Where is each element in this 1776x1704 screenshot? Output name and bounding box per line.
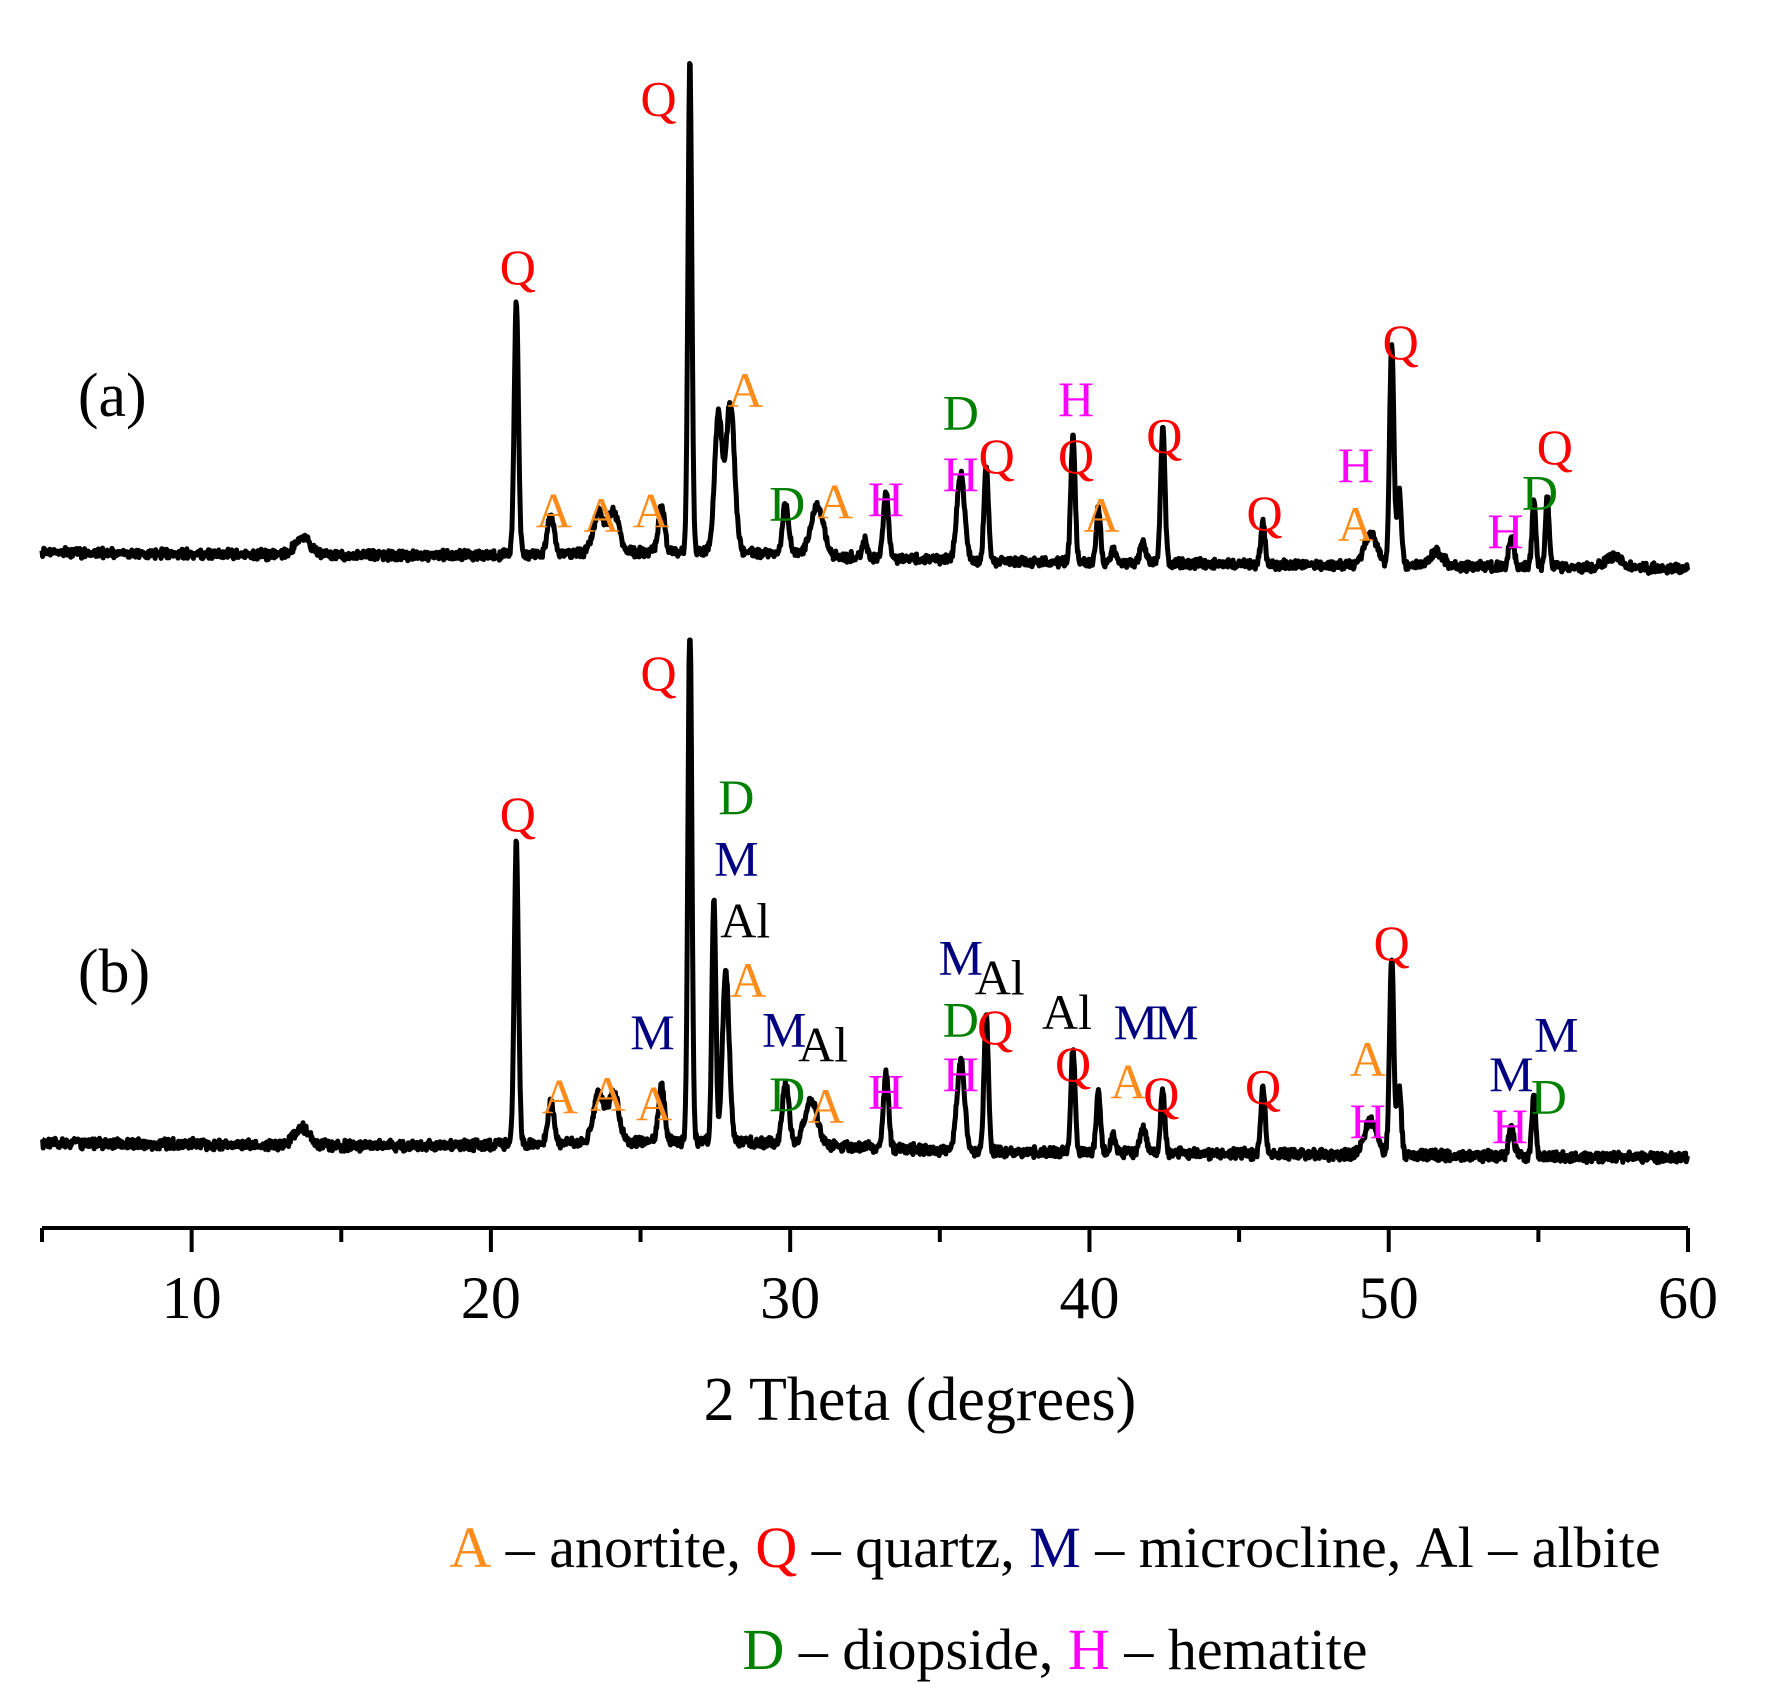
peak-label: H [1338, 437, 1374, 493]
peak-label: A [633, 483, 669, 539]
legend-symbol: D [742, 1617, 784, 1682]
x-tick-label: 50 [1359, 1265, 1419, 1331]
peak-label: Q [500, 786, 536, 842]
peak-label: D [769, 476, 805, 532]
legend-row: A – anortite, Q – quartz, M – microcline… [449, 1515, 1660, 1580]
peak-label: A [1350, 1031, 1386, 1087]
legend-symbol: H [1068, 1617, 1110, 1682]
x-axis: 10 20 30 40 50 60 [40, 1226, 1718, 1331]
peak-label: D [943, 385, 979, 441]
legend-symbol: Q [755, 1515, 797, 1580]
peak-label: M [1489, 1046, 1533, 1102]
peak-label: H [943, 1046, 979, 1102]
peak-label: H [1350, 1093, 1386, 1149]
peak-label: H [868, 471, 904, 527]
peak-label: Q [979, 428, 1015, 484]
peak-label: D [943, 992, 979, 1048]
xrd-pattern-line [39, 61, 1691, 576]
peak-label: A [636, 1076, 672, 1132]
peak-label: D [718, 769, 754, 825]
legend-row: D – diopside, H – hematite [742, 1617, 1367, 1682]
x-tick-label: 30 [760, 1265, 820, 1331]
peak-label: Q [1246, 485, 1282, 541]
legend-symbol: A [449, 1515, 491, 1580]
x-tick-label: 60 [1658, 1265, 1718, 1331]
peak-label: A [1110, 1053, 1146, 1109]
peak-label: A [727, 362, 763, 418]
peak-label: M [1154, 994, 1198, 1050]
peak-label: Q [1383, 314, 1419, 370]
x-axis-title: 2 Theta (degrees) [704, 1366, 1137, 1434]
peak-label: M [1534, 1006, 1578, 1062]
legend-text: – albite [1474, 1515, 1661, 1580]
panel-label: (b) [78, 938, 150, 1006]
peak-label: A [1338, 496, 1374, 552]
peak-label: H [868, 1063, 904, 1119]
peak-label: Q [1146, 407, 1182, 463]
x-tick-label: 20 [461, 1265, 521, 1331]
peak-label: Q [640, 71, 676, 127]
legend-text: – quartz, [797, 1515, 1029, 1580]
peak-label: M [762, 1002, 806, 1058]
peak-label: Al [975, 950, 1025, 1006]
x-tick-label: 10 [162, 1265, 222, 1331]
peak-label: Q [1058, 428, 1094, 484]
peak-label: Q [977, 999, 1013, 1055]
peak-label: A [817, 473, 853, 529]
peak-label: A [542, 1068, 578, 1124]
peak-label: H [1492, 1098, 1528, 1154]
peak-label: A [1083, 487, 1119, 543]
peak-label: D [1522, 464, 1558, 520]
peak-label: A [584, 487, 620, 543]
peak-label: A [808, 1078, 844, 1134]
peak-label: Q [500, 239, 536, 295]
panel-label: (a) [78, 362, 147, 430]
peak-label: Q [640, 645, 676, 701]
peak-label: D [769, 1066, 805, 1122]
xrd-pattern-line [40, 637, 1690, 1166]
peak-label: Q [1374, 915, 1410, 971]
legend-symbol: M [1029, 1515, 1081, 1580]
legend-symbol: Al [1416, 1515, 1474, 1580]
peak-label: M [1114, 994, 1158, 1050]
legend-text: – anortite, [491, 1515, 755, 1580]
peak-label: A [590, 1066, 626, 1122]
peak-label: Al [1042, 984, 1092, 1040]
peak-label: M [939, 930, 983, 986]
peak-label: H [1487, 503, 1523, 559]
peak-label: Al [798, 1016, 848, 1072]
peak-label: Q [1143, 1066, 1179, 1122]
legend-text: – diopside, [784, 1617, 1068, 1682]
peak-label: Q [1245, 1058, 1281, 1114]
x-tick-label: 40 [1059, 1265, 1119, 1331]
legend: A – anortite, Q – quartz, M – microcline… [449, 1515, 1660, 1682]
peak-label: A [730, 952, 766, 1008]
peak-label: M [714, 831, 758, 887]
peak-label: H [943, 446, 979, 502]
peak-label: D [1531, 1068, 1567, 1124]
peak-label: H [1058, 371, 1094, 427]
peak-label: Q [1055, 1036, 1091, 1092]
peak-label: M [630, 1004, 674, 1060]
peak-label: A [536, 483, 572, 539]
legend-text: – hematite [1110, 1617, 1368, 1682]
peak-label: Q [1537, 419, 1573, 475]
peak-label: Al [720, 893, 770, 949]
legend-text: – microcline, [1081, 1515, 1416, 1580]
